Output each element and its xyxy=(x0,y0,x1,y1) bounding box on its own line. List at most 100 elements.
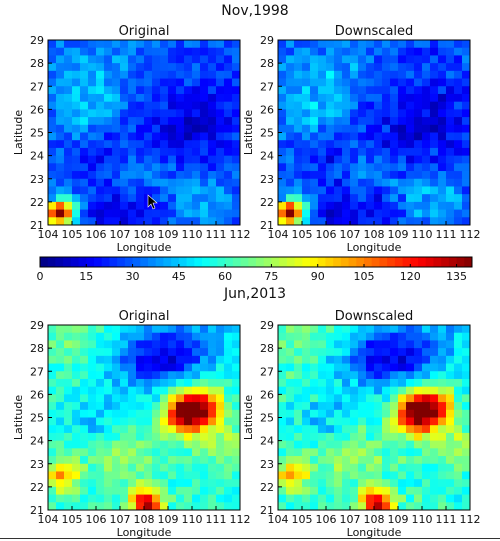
heatmap-cell xyxy=(224,132,233,141)
heatmap-cell xyxy=(334,101,343,110)
heatmap-cell xyxy=(382,440,391,449)
heatmap-cell xyxy=(390,93,399,103)
heatmap-cell xyxy=(422,325,431,334)
heatmap-cell xyxy=(136,463,145,472)
heatmap-cell xyxy=(176,101,185,110)
heatmap-cell xyxy=(374,186,383,195)
heatmap-cell xyxy=(112,432,121,442)
heatmap-cell xyxy=(208,456,217,465)
heatmap-cell xyxy=(232,163,241,172)
heatmap-cell xyxy=(446,47,455,56)
heatmap-cell xyxy=(430,502,439,511)
heatmap-cell xyxy=(318,63,327,72)
heatmap-cell xyxy=(350,340,359,349)
heatmap-cell xyxy=(200,402,209,411)
heatmap-cell xyxy=(112,409,121,418)
heatmap-cell xyxy=(422,63,431,72)
heatmap-cell xyxy=(80,163,89,172)
heatmap-cell xyxy=(208,109,217,118)
heatmap-cell xyxy=(358,40,367,49)
heatmap-cell xyxy=(96,117,105,126)
heatmap-cell xyxy=(398,163,407,172)
heatmap-cell xyxy=(104,486,113,495)
heatmap-cell xyxy=(168,217,177,226)
heatmap-cell xyxy=(446,140,455,149)
heatmap-cell xyxy=(342,217,351,226)
heatmap-cell xyxy=(326,425,335,434)
heatmap-cell xyxy=(430,355,439,364)
heatmap-cell xyxy=(80,194,89,203)
heatmap-cell xyxy=(374,70,383,79)
heatmap-cell xyxy=(128,463,137,472)
heatmap-cell xyxy=(88,409,97,418)
heatmap-cell xyxy=(200,456,209,465)
heatmap-cell xyxy=(152,155,161,164)
x-tick-label: 112 xyxy=(230,228,251,241)
heatmap-cell xyxy=(88,402,97,411)
heatmap-cell xyxy=(326,101,335,110)
heatmap-cell xyxy=(128,386,137,395)
heatmap-cell xyxy=(208,494,217,503)
heatmap-cell xyxy=(462,217,471,226)
heatmap-cell xyxy=(366,494,375,503)
heatmap-cell xyxy=(422,147,431,157)
heatmap-cell xyxy=(422,163,431,172)
heatmap-cell xyxy=(326,417,335,426)
heatmap-cell xyxy=(128,155,137,164)
heatmap-cell xyxy=(358,402,367,411)
heatmap-cell xyxy=(176,194,185,203)
heatmap-cell xyxy=(112,494,121,503)
heatmap-cell xyxy=(112,140,121,149)
x-axis-label: Longitude xyxy=(117,241,172,254)
heatmap-cell xyxy=(374,394,383,403)
heatmap-cell xyxy=(96,325,105,334)
heatmap-cell xyxy=(358,55,367,64)
heatmap-cell xyxy=(144,132,153,141)
heatmap-cell xyxy=(48,486,57,495)
heatmap-cell xyxy=(446,132,455,141)
heatmap-cell xyxy=(64,171,73,180)
heatmap-cell xyxy=(216,402,225,411)
heatmap-cell xyxy=(192,209,201,218)
heatmap-cell xyxy=(454,371,463,380)
colorbar-segment xyxy=(101,257,110,267)
heatmap-cell xyxy=(294,371,303,380)
heatmap-cell xyxy=(334,117,343,126)
heatmap-cell xyxy=(286,402,295,411)
heatmap-cell xyxy=(152,124,161,133)
heatmap-cell xyxy=(462,117,471,126)
heatmap-cell xyxy=(184,471,193,480)
heatmap-cell xyxy=(120,355,129,364)
heatmap-cell xyxy=(112,402,121,411)
heatmap-cell xyxy=(358,86,367,95)
heatmap-cell xyxy=(208,402,217,411)
heatmap-cell xyxy=(48,363,57,372)
heatmap-cell xyxy=(278,70,287,79)
heatmap-cell xyxy=(422,463,431,472)
heatmap-cell xyxy=(414,378,423,388)
heatmap-cell xyxy=(152,171,161,180)
heatmap-cell xyxy=(136,371,145,380)
heatmap-cell xyxy=(414,409,423,418)
heatmap-cell xyxy=(72,502,81,511)
heatmap-cell xyxy=(232,194,241,203)
heatmap-cell xyxy=(128,486,137,495)
heatmap-cell xyxy=(406,448,415,457)
colorbar-segment xyxy=(86,257,95,267)
heatmap-cell xyxy=(224,363,233,372)
heatmap-cell xyxy=(72,440,81,449)
heatmap-cell xyxy=(286,178,295,187)
heatmap-cell xyxy=(406,378,415,388)
y-tick-label: 27 xyxy=(30,365,44,378)
colorbar-segment xyxy=(202,257,211,267)
heatmap-cell xyxy=(200,417,209,426)
heatmap-cell xyxy=(184,70,193,79)
heatmap-cell xyxy=(120,425,129,434)
heatmap-cell xyxy=(88,371,97,380)
heatmap-cell xyxy=(398,117,407,126)
heatmap-cell xyxy=(224,78,233,87)
heatmap-cell xyxy=(96,201,105,210)
heatmap-cell xyxy=(334,325,343,334)
heatmap-cell xyxy=(286,378,295,388)
heatmap-cell xyxy=(152,486,161,495)
